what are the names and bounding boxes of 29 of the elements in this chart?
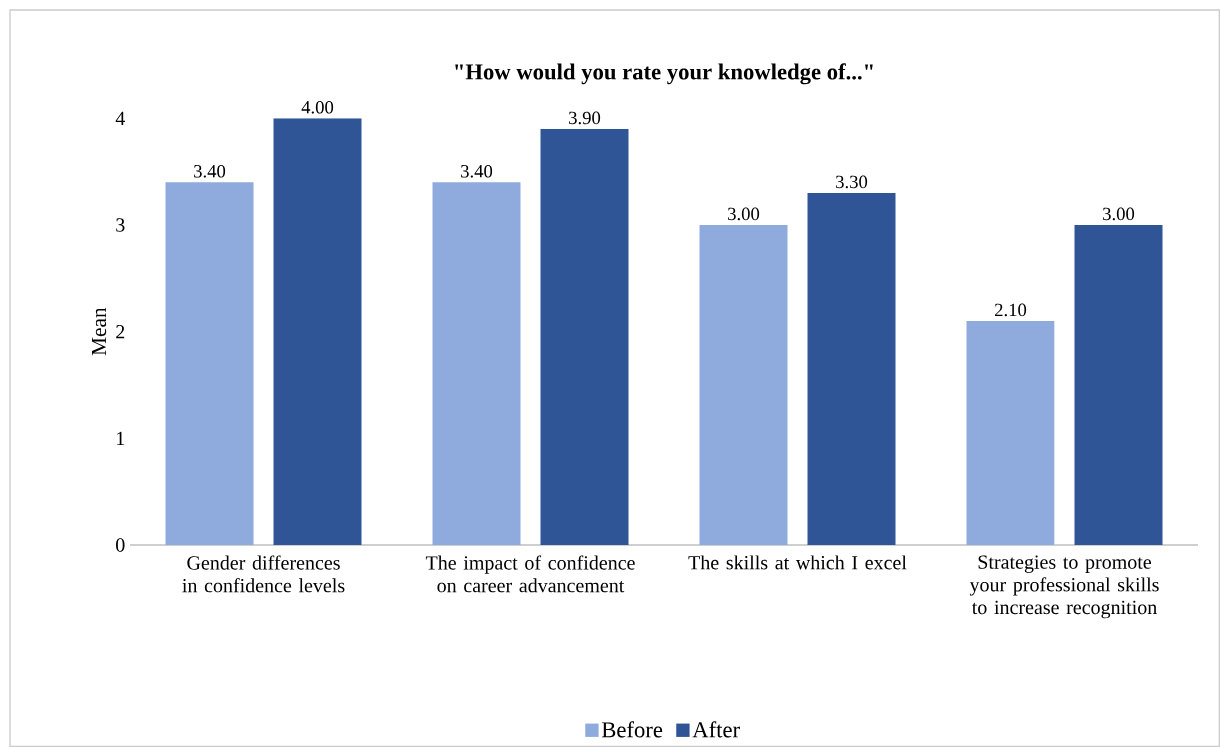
bar [699, 225, 788, 545]
y-axis-title: Mean [91, 307, 107, 356]
data-label: 4.00 [301, 100, 334, 114]
bar [273, 118, 362, 545]
x-tick-label: Gender differences in confidence levels [182, 555, 345, 593]
y-tick-label: 4 [115, 111, 125, 125]
bar [165, 182, 254, 545]
bar [966, 321, 1055, 545]
data-label: 3.40 [194, 164, 226, 178]
chart-title: "How would you rate your knowledge of..." [455, 63, 873, 85]
legend-label: Before [601, 721, 663, 738]
data-label: 3.40 [461, 164, 493, 178]
data-label: 3.90 [569, 111, 601, 125]
bar [540, 129, 629, 545]
y-tick-label: 1 [117, 431, 125, 445]
y-tick-label: 0 [116, 538, 125, 552]
y-tick-label: 2 [116, 325, 125, 339]
bar [432, 182, 521, 545]
bar [807, 193, 896, 545]
legend-label: After [692, 721, 740, 738]
data-label: 2.10 [994, 303, 1027, 317]
x-tick-label: The skills at which I excel [688, 555, 907, 570]
bar [1074, 225, 1163, 545]
x-tick-label: Strategies to promote your professional skills to increase recognition [969, 555, 1159, 619]
y-tick-label: 3 [116, 218, 125, 232]
data-label: 3.00 [1103, 207, 1135, 221]
data-label: 3.00 [728, 207, 760, 221]
x-tick-label: The impact of confidence on career advancement [425, 555, 635, 593]
data-label: 3.30 [836, 175, 868, 189]
